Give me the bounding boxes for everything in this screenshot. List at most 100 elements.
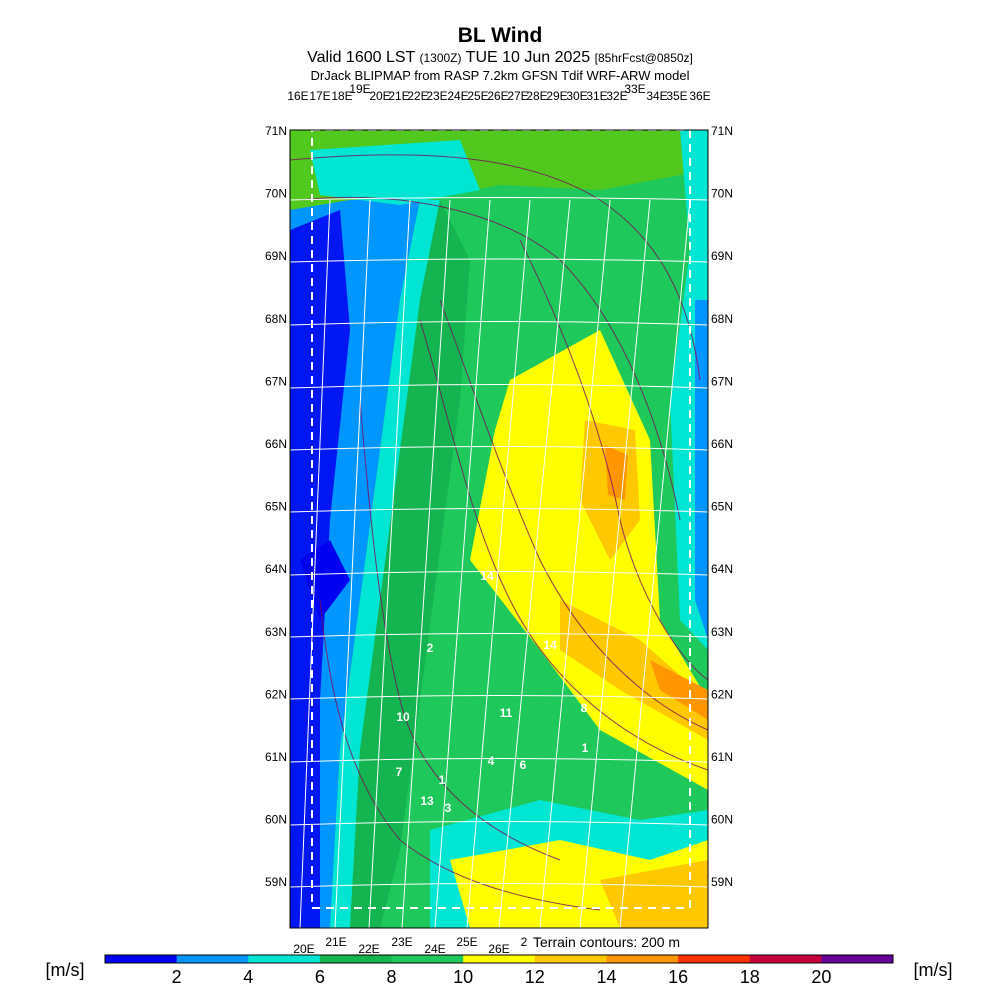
- lat-label: 67N: [265, 374, 287, 388]
- lat-label: 69N: [265, 249, 287, 263]
- lon-label: 24E: [424, 942, 445, 956]
- colorbar-tick-label: 16: [668, 967, 688, 987]
- lon-label: 23E: [391, 935, 412, 949]
- lon-label: 18E: [331, 89, 352, 103]
- lat-label: 62N: [265, 687, 287, 701]
- lon-label: 31E: [586, 89, 607, 103]
- lon-label: 19E: [349, 82, 370, 96]
- point-label: 2: [427, 641, 434, 655]
- lon-label: 34E: [646, 89, 667, 103]
- colorbar-bin: [248, 955, 321, 963]
- lon-label: 36E: [689, 89, 710, 103]
- point-label: 13: [420, 794, 434, 808]
- colorbar-tick-label: 14: [596, 967, 616, 987]
- lon-label: 25E: [467, 89, 488, 103]
- point-label: 11: [500, 706, 513, 720]
- colorbar-bin: [534, 955, 607, 963]
- colorbar-bin: [821, 955, 894, 963]
- lat-label: 70N: [265, 187, 287, 201]
- lon-label: 35E: [666, 89, 687, 103]
- point-label: 8: [581, 701, 588, 715]
- forecast-hour: [85hrFcst@0850z]: [595, 51, 693, 65]
- colorbar-bin: [463, 955, 536, 963]
- lon-label: 20E: [293, 942, 314, 956]
- lon-label: 26E: [487, 89, 508, 103]
- unit-label: [m/s]: [914, 960, 953, 980]
- graticule: [289, 197, 709, 929]
- lon-label: 23E: [426, 89, 447, 103]
- lat-label: 62N: [711, 687, 733, 701]
- lon-label: 27E: [507, 89, 528, 103]
- map-field: [289, 129, 709, 929]
- lat-label: 68N: [265, 312, 287, 326]
- model-line: DrJack BLIPMAP from RASP 7.2km GFSN Tdif…: [310, 68, 689, 83]
- point-label: 4: [488, 754, 495, 768]
- colorbar-bin: [391, 955, 464, 963]
- lon-label: 16E: [287, 89, 308, 103]
- valid-utc: (1300Z): [419, 51, 461, 65]
- lat-label: 69N: [711, 249, 733, 263]
- colorbar-bin: [749, 955, 822, 963]
- lon-label: 28E: [526, 89, 547, 103]
- lat-label: 64N: [711, 562, 733, 576]
- point-label: 10: [396, 710, 410, 724]
- lat-label: 59N: [711, 875, 733, 889]
- lat-label: 67N: [711, 374, 733, 388]
- valid-line: Valid 1600 LST (1300Z) TUE 10 Jun 2025 […: [307, 49, 693, 66]
- lon-label: 33E: [624, 82, 645, 96]
- valid-date: TUE 10 Jun 2025: [466, 49, 591, 66]
- lon-label: 32E: [606, 89, 627, 103]
- title: BL Wind: [458, 24, 543, 47]
- colorbar-tick-label: 20: [811, 967, 831, 987]
- lon-label: 21E: [325, 935, 346, 949]
- lon-label: 30E: [566, 89, 587, 103]
- lat-label: 70N: [711, 187, 733, 201]
- point-label: 6: [520, 758, 527, 772]
- colorbar-bin: [678, 955, 751, 963]
- lon-label: 21E: [388, 89, 409, 103]
- lat-label: 71N: [265, 124, 287, 138]
- colorbar-bin: [176, 955, 249, 963]
- colorbar-tick-label: 8: [387, 967, 397, 987]
- terrain-note: Terrain contours: 200 m: [533, 934, 680, 950]
- lon-label: 24E: [447, 89, 468, 103]
- point-label: 7: [396, 765, 403, 779]
- lon-label: 20E: [369, 89, 390, 103]
- lon-label: 29E: [546, 89, 567, 103]
- point-label: 3: [445, 801, 452, 815]
- point-label: 14: [480, 569, 494, 583]
- lat-label: 71N: [711, 124, 733, 138]
- lat-label: 65N: [265, 500, 287, 514]
- lat-label: 63N: [265, 625, 287, 639]
- point-label: 1: [582, 741, 589, 755]
- lat-label: 60N: [711, 813, 733, 827]
- colorbar-bin: [105, 955, 178, 963]
- colorbar-bin: [319, 955, 393, 963]
- colorbar-tick-label: 2: [172, 967, 182, 987]
- lon-label: 17E: [309, 89, 330, 103]
- lat-label: 61N: [711, 750, 733, 764]
- lat-label: 64N: [265, 562, 287, 576]
- lon-label: 22E: [358, 942, 379, 956]
- colorbar-tick-label: 10: [453, 967, 473, 987]
- lat-label: 60N: [265, 813, 287, 827]
- colorbar-tick-label: 12: [525, 967, 545, 987]
- lon-label: 26E: [488, 942, 509, 956]
- lat-label: 68N: [711, 312, 733, 326]
- lat-label: 65N: [711, 500, 733, 514]
- lat-label: 61N: [265, 750, 287, 764]
- unit-label: [m/s]: [46, 960, 85, 980]
- lon-label: 25E: [456, 935, 477, 949]
- lon-label: 2: [521, 935, 528, 949]
- colorbar-tick-label: 6: [315, 967, 325, 987]
- colorbar-bin: [606, 955, 679, 963]
- point-label: 14: [543, 638, 557, 652]
- map-frame: [289, 129, 709, 929]
- lat-label: 63N: [711, 625, 733, 639]
- lat-label: 66N: [265, 437, 287, 451]
- colorbar-tick-label: 4: [243, 967, 253, 987]
- colorbar-frame: [104, 954, 894, 964]
- valid-time: Valid 1600 LST: [307, 49, 415, 66]
- lat-label: 66N: [711, 437, 733, 451]
- lon-label: 22E: [407, 89, 428, 103]
